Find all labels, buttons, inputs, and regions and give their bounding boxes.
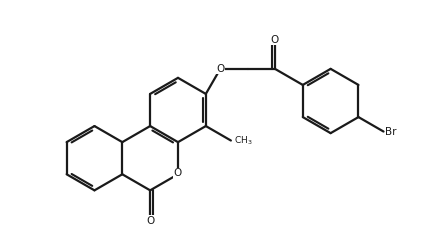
Text: O: O [146,216,154,226]
Text: CH$_3$: CH$_3$ [234,134,253,147]
Text: O: O [174,168,182,178]
Text: O: O [271,35,279,45]
Text: O: O [216,64,224,74]
Text: Br: Br [385,127,397,137]
